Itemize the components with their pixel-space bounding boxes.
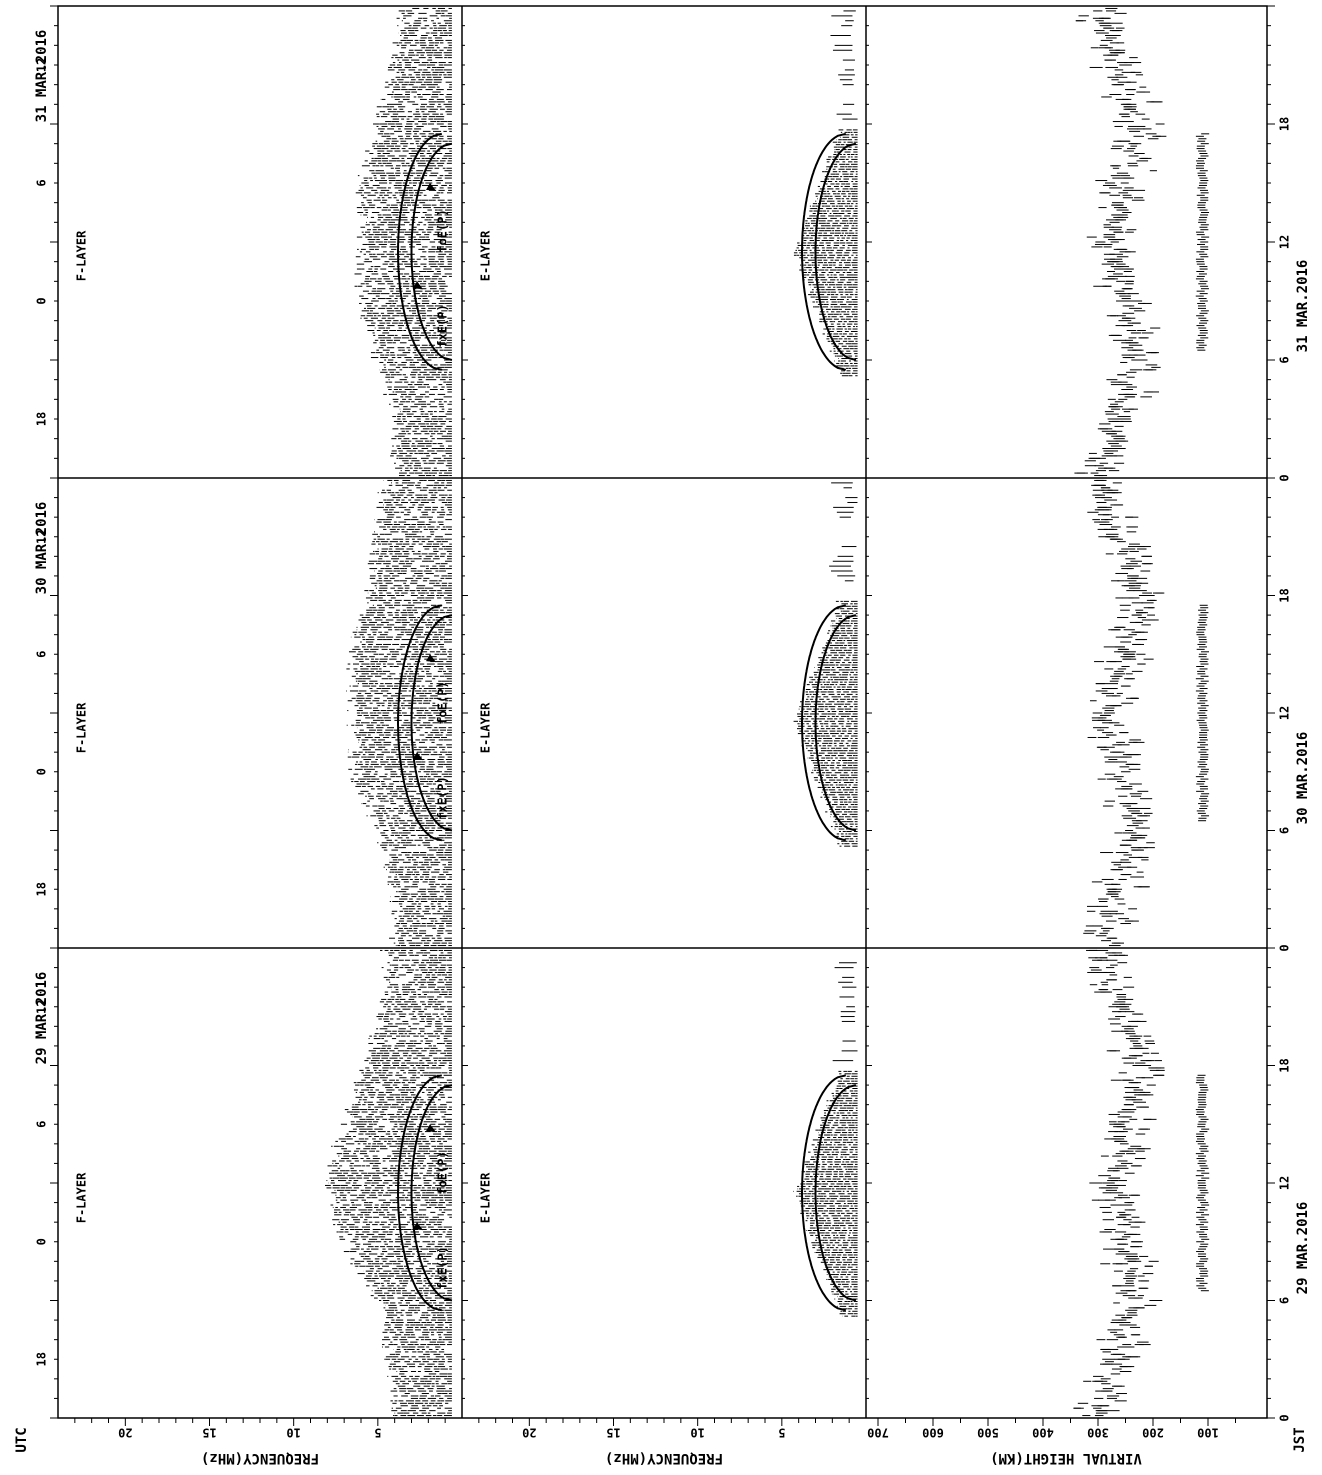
foe-curve-e [814, 142, 857, 361]
date-label-utc: 31 MAR.2016 [34, 30, 50, 123]
date-label-jst: 31 MAR.2016 [1295, 260, 1311, 353]
fxe-marker [413, 752, 423, 761]
fxe-curve-f [397, 132, 443, 371]
height-tick-label: 400 [1032, 1426, 1054, 1440]
frequency-tick-label: 20 [522, 1426, 536, 1440]
fxe-marker [413, 1222, 423, 1231]
frequency-tick-label: 10 [690, 1426, 704, 1440]
date-label-utc: 29 MAR.2016 [34, 972, 50, 1065]
utc-tick-label: 12 [35, 1000, 49, 1014]
fxe-marker [413, 281, 423, 290]
utc-tick-label: 6 [35, 651, 49, 658]
virtual-height-points [1073, 947, 1210, 1419]
height-tick-label: 600 [922, 1426, 944, 1440]
fxe-curve-e [801, 1074, 847, 1312]
date-label-utc: 30 MAR.2016 [34, 502, 50, 595]
foe-label: foE(P) [436, 1151, 450, 1194]
foe-marker [426, 182, 436, 191]
plot-frame [57, 5, 1268, 1419]
jst-tick-label: 12 [1278, 235, 1292, 249]
fxe-curve-e [801, 604, 847, 842]
height-tick-label: 300 [1087, 1426, 1109, 1440]
virtual-height-axis-label: VIRTUAL HEIGHT(KM) [990, 1450, 1142, 1466]
foe-marker [426, 1124, 436, 1133]
e-layer-points [793, 947, 858, 1317]
f-layer-label: F-LAYER [75, 1172, 89, 1223]
foe-marker [426, 654, 436, 663]
utc-tick-label: 18 [35, 882, 49, 896]
utc-tick-label: 18 [35, 1352, 49, 1366]
height-tick-label: 200 [1142, 1426, 1164, 1440]
fxe-curve-f [397, 604, 443, 842]
foe-curve-e [814, 1084, 857, 1302]
utc-tick-label: 6 [35, 179, 49, 186]
f-layer-points [354, 5, 452, 479]
jst-tick-label: 0 [1278, 474, 1292, 481]
foe-curve-e [814, 614, 857, 832]
frequency-tick-label: 5 [374, 1426, 381, 1440]
e-layer-label: E-LAYER [479, 1172, 493, 1223]
utc-tick-label: 12 [35, 530, 49, 544]
e-layer-label: E-LAYER [479, 230, 493, 281]
height-tick-label: 100 [1197, 1426, 1219, 1440]
frequency-tick-label: 10 [286, 1426, 300, 1440]
f-layer-label: F-LAYER [75, 230, 89, 281]
frequency-tick-label: 20 [118, 1426, 132, 1440]
virtual-height-points [1074, 5, 1210, 479]
jst-tick-label: 0 [1278, 944, 1292, 951]
fxe-curve-f [397, 1074, 443, 1312]
fxe-curve-e [801, 132, 847, 371]
virtual-height-points [1075, 477, 1210, 949]
utc-tick-label: 0 [35, 768, 49, 775]
foe-label: foE(P) [436, 209, 450, 252]
jst-tick-label: 18 [1278, 588, 1292, 602]
date-label-jst: 29 MAR.2016 [1295, 1202, 1311, 1295]
f-layer-label: F-LAYER [75, 702, 89, 753]
e-layer-label: E-LAYER [479, 702, 493, 753]
frequency-tick-label: 15 [202, 1426, 216, 1440]
f-layer-points [346, 477, 452, 949]
jst-tick-label: 12 [1278, 1176, 1292, 1190]
foe-curve-f [410, 1084, 453, 1302]
foe-label: foE(P) [436, 681, 450, 724]
jst-tick-label: 0 [1278, 1414, 1292, 1421]
jst-label: JST [1292, 1427, 1308, 1452]
jst-tick-label: 18 [1278, 1058, 1292, 1072]
jst-tick-label: 6 [1278, 1297, 1292, 1304]
jst-tick-label: 12 [1278, 706, 1292, 720]
foe-curve-f [410, 614, 453, 832]
jst-tick-label: 6 [1278, 827, 1292, 834]
f-layer-points [325, 947, 452, 1419]
utc-tick-label: 12 [35, 58, 49, 72]
utc-tick-label: 0 [35, 1238, 49, 1245]
frequency-axis-label: FREQUENCY(MHz) [605, 1450, 723, 1466]
utc-label: UTC [14, 1427, 30, 1452]
height-tick-label: 700 [867, 1426, 889, 1440]
date-label-jst: 30 MAR.2016 [1295, 732, 1311, 825]
utc-tick-label: 18 [35, 412, 49, 426]
height-tick-label: 500 [977, 1426, 999, 1440]
utc-tick-label: 0 [35, 297, 49, 304]
foe-curve-f [410, 142, 453, 361]
jst-tick-label: 6 [1278, 356, 1292, 363]
jst-tick-label: 18 [1278, 117, 1292, 131]
frequency-tick-label: 15 [606, 1426, 620, 1440]
frequency-tick-label: 5 [778, 1426, 785, 1440]
frequency-axis-label: FREQUENCY(MHz) [201, 1450, 319, 1466]
utc-tick-label: 6 [35, 1121, 49, 1128]
